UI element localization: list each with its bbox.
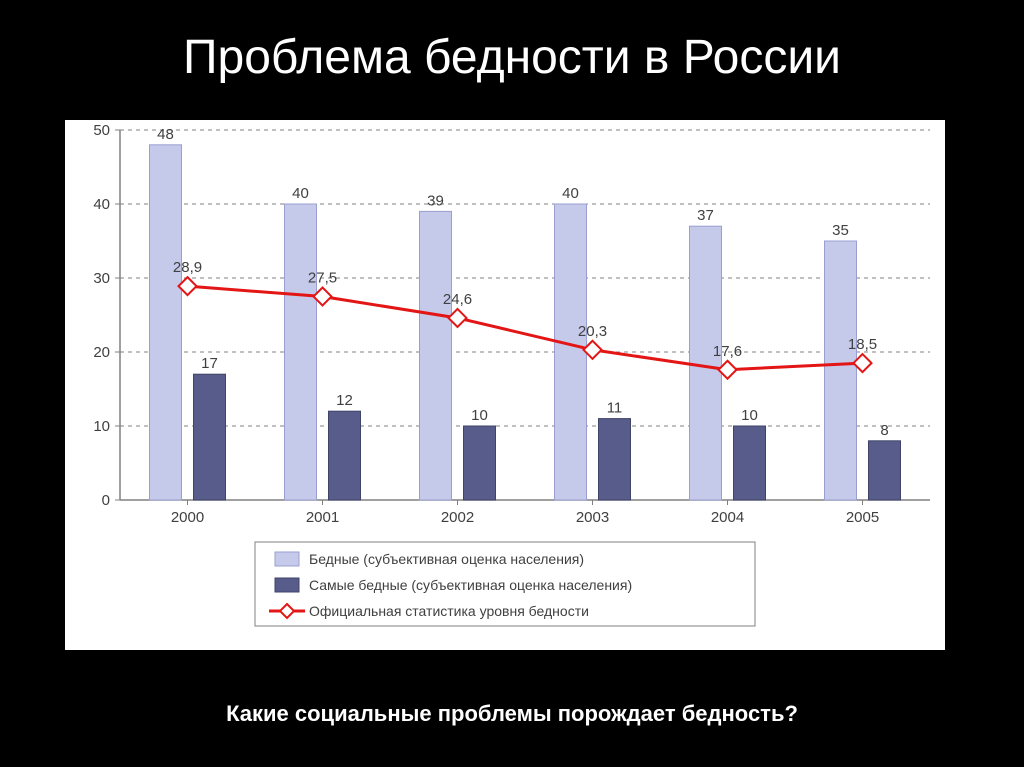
svg-text:2002: 2002 [441,509,474,526]
svg-text:20,3: 20,3 [578,323,607,340]
slide-title: Проблема бедности в России [0,0,1024,85]
svg-text:50: 50 [93,122,110,139]
svg-text:2001: 2001 [306,509,339,526]
svg-text:10: 10 [93,418,110,435]
svg-text:17: 17 [201,355,218,372]
svg-text:8: 8 [880,422,888,439]
svg-text:0: 0 [102,492,110,509]
svg-text:Официальная статистика уровня: Официальная статистика уровня бедности [309,603,589,619]
svg-text:12: 12 [336,392,353,409]
svg-text:11: 11 [607,400,623,417]
svg-text:Бедные (субъективная оценка на: Бедные (субъективная оценка населения) [309,551,584,567]
svg-text:10: 10 [471,407,488,424]
slide-caption: Какие социальные проблемы порождает бедн… [0,701,1024,727]
svg-text:40: 40 [292,185,309,202]
svg-text:Самые бедные (субъективная оце: Самые бедные (субъективная оценка населе… [309,577,632,593]
svg-text:2000: 2000 [171,509,204,526]
poverty-chart: 0 10 20 30 40 50 48 17 2000 40 12 2001 39 10 2002 40 11 2… [65,120,945,650]
svg-text:28,9: 28,9 [173,259,202,276]
svg-text:30: 30 [93,270,110,287]
svg-text:24,6: 24,6 [443,291,472,308]
svg-text:39: 39 [427,192,444,209]
svg-text:17,6: 17,6 [713,343,742,360]
svg-text:2005: 2005 [846,509,879,526]
svg-text:27,5: 27,5 [308,270,337,287]
svg-text:20: 20 [93,344,110,361]
svg-text:10: 10 [741,407,758,424]
chart-container: 0 10 20 30 40 50 48 17 2000 40 12 2001 39 10 2002 40 11 2… [65,120,945,650]
svg-text:35: 35 [832,222,849,239]
svg-text:37: 37 [697,207,714,224]
svg-text:40: 40 [562,185,579,202]
svg-text:48: 48 [157,126,174,143]
slide: Проблема бедности в России 0 10 20 30 40 50 48… [0,0,1024,767]
svg-text:2003: 2003 [576,509,609,526]
svg-text:2004: 2004 [711,509,744,526]
svg-text:40: 40 [93,196,110,213]
svg-text:18,5: 18,5 [848,336,877,353]
